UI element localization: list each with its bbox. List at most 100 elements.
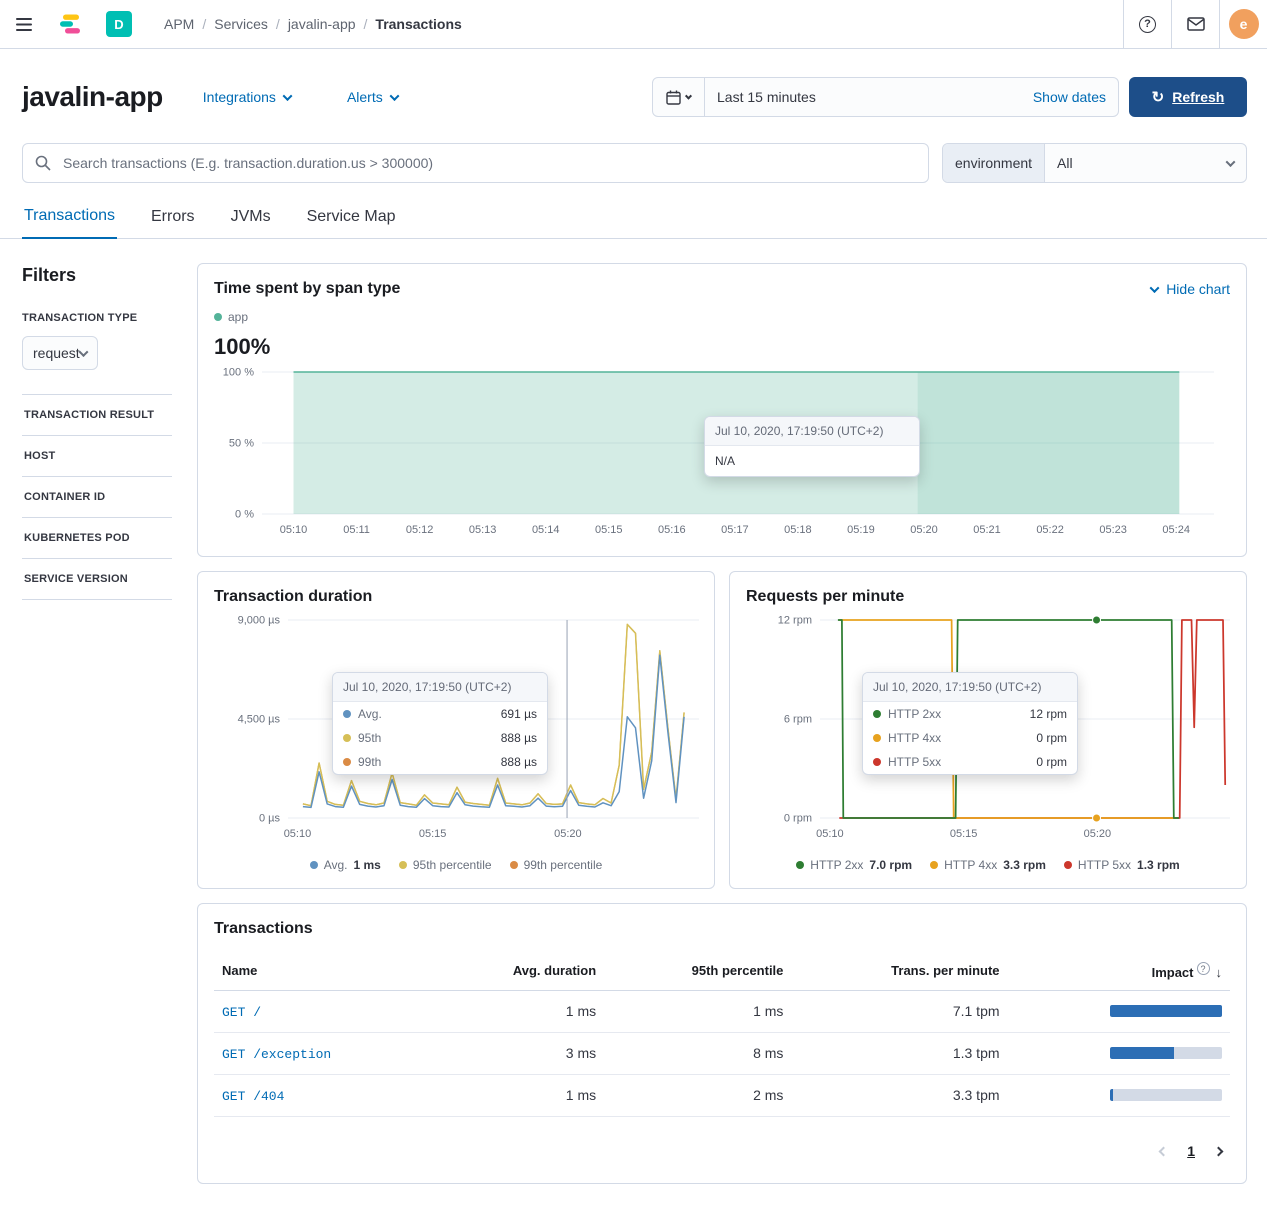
- newsfeed-button[interactable]: [1171, 0, 1219, 48]
- svg-text:05:22: 05:22: [1036, 524, 1064, 536]
- charts-row: Transaction duration 9,000 µs 4,500 µs 0 µ…: [197, 571, 1247, 889]
- tooltip-title: Jul 10, 2020, 17:19:50 (UTC+2): [863, 673, 1077, 702]
- search-transactions-input[interactable]: [22, 143, 929, 183]
- tooltip-dot: [343, 758, 351, 766]
- legend-label: 99th percentile: [523, 858, 603, 872]
- tooltip-value: 0 rpm: [1036, 755, 1067, 769]
- tooltip-label: HTTP 4xx: [888, 731, 942, 745]
- legend-item-95th-percentile[interactable]: 95th percentile: [398, 858, 492, 872]
- help-icon: ?: [1139, 15, 1156, 33]
- svg-text:05:13: 05:13: [469, 524, 497, 536]
- tooltip-dot: [873, 734, 881, 742]
- svg-text:05:11: 05:11: [343, 524, 370, 536]
- time-spent-by-span-type-panel: Time spent by span type Hide chart app 1…: [197, 263, 1247, 557]
- hide-chart-button[interactable]: Hide chart: [1149, 281, 1230, 297]
- impact-bar-fill: [1110, 1089, 1114, 1102]
- elastic-logo[interactable]: [48, 0, 92, 48]
- svg-text:05:24: 05:24: [1162, 524, 1190, 536]
- legend-item-http-5xx[interactable]: HTTP 5xx 1.3 rpm: [1063, 858, 1180, 872]
- legend-label: Avg.: [323, 858, 348, 872]
- legend-dot: [398, 861, 407, 869]
- requests-per-minute-panel: Requests per minute 12 rpm 6 rpm 0 rpm 05:1…: [729, 571, 1247, 889]
- table-row-get: GET /1 ms 1 ms 7.1 tpm: [214, 990, 1230, 1033]
- transaction-link-get-404[interactable]: GET /404: [222, 1088, 285, 1104]
- time-picker: Last 15 minutes Show dates: [652, 77, 1119, 117]
- environment-value: All: [1057, 155, 1073, 171]
- cell-avg-duration: 3 ms: [431, 1032, 605, 1075]
- date-quick-select-button[interactable]: [653, 78, 705, 116]
- alerts-label: Alerts: [346, 89, 383, 105]
- filter-sections: TRANSACTION RESULT HOST CONTAINER ID KUBERN…: [22, 394, 172, 600]
- filter-section-host[interactable]: HOST: [22, 435, 172, 476]
- filter-section-container-id[interactable]: CONTAINER ID: [22, 476, 172, 517]
- legend-value: 1 ms: [353, 858, 381, 872]
- cell-avg-duration: 1 ms: [431, 1074, 605, 1117]
- legend-item-app[interactable]: app: [214, 310, 248, 324]
- legend-item-avg[interactable]: Avg. 1 ms: [309, 858, 381, 872]
- deployment-badge[interactable]: D: [106, 11, 132, 37]
- svg-text:05:10: 05:10: [816, 828, 844, 840]
- tooltip-row: HTTP 4xx 0 rpm: [863, 726, 1077, 750]
- pagination-page-1[interactable]: 1: [1187, 1142, 1195, 1159]
- transaction-link-get[interactable]: GET /: [222, 1004, 262, 1020]
- legend-dot: [509, 861, 518, 869]
- chart-legend: app: [214, 310, 1230, 324]
- column-header-95th-percentile[interactable]: 95th percentile: [604, 952, 792, 991]
- cell-avg-duration: 1 ms: [431, 990, 605, 1033]
- legend-label: HTTP 4xx: [944, 858, 998, 872]
- help-menu-button[interactable]: ?: [1123, 0, 1171, 48]
- legend-value: 3.3 rpm: [1003, 858, 1046, 872]
- tab-transactions[interactable]: Transactions: [22, 207, 117, 239]
- show-dates-button[interactable]: Show dates: [1021, 89, 1118, 105]
- breadcrumb-item-services[interactable]: Services: [214, 16, 268, 32]
- pagination-prev-button[interactable]: [1158, 1143, 1169, 1158]
- filter-section-service-version[interactable]: SERVICE VERSION: [22, 558, 172, 600]
- tab-service-map[interactable]: Service Map: [305, 207, 398, 238]
- pagination-next-button[interactable]: [1213, 1143, 1224, 1158]
- svg-text:05:15: 05:15: [950, 828, 978, 840]
- panel-title: Time spent by span type: [214, 280, 401, 297]
- legend-item-http-2xx[interactable]: HTTP 2xx 7.0 rpm: [796, 858, 912, 872]
- filter-section-kubernetes-pod[interactable]: KUBERNETES POD: [22, 517, 172, 558]
- column-header-name[interactable]: Name: [214, 952, 432, 991]
- tooltip-value: 12 rpm: [1029, 707, 1067, 721]
- legend-dot: [930, 861, 939, 869]
- svg-text:05:15: 05:15: [419, 828, 447, 840]
- search-row: environment All: [0, 117, 1267, 183]
- svg-text:05:20: 05:20: [1084, 828, 1112, 840]
- column-header-trans-per-minute[interactable]: Trans. per minute: [791, 952, 1008, 991]
- filter-section-transaction-result[interactable]: TRANSACTION RESULT: [22, 394, 172, 435]
- menu-hamburger-button[interactable]: [0, 0, 48, 48]
- svg-text:05:10: 05:10: [284, 828, 312, 840]
- legend-item-http-4xx[interactable]: HTTP 4xx 3.3 rpm: [930, 858, 1046, 872]
- legend-label: HTTP 2xx: [810, 858, 864, 872]
- svg-text:05:10: 05:10: [280, 524, 308, 536]
- tooltip-title: Jul 10, 2020, 17:19:50 (UTC+2): [705, 417, 919, 446]
- integrations-menu-button[interactable]: Integrations: [203, 89, 293, 105]
- legend-item-99th-percentile[interactable]: 99th percentile: [509, 858, 603, 872]
- breadcrumb-separator: /: [202, 16, 207, 32]
- impact-info-icon[interactable]: ?: [1196, 962, 1210, 975]
- user-menu-button[interactable]: e: [1219, 0, 1267, 48]
- breadcrumb-item-apm[interactable]: APM: [164, 16, 195, 32]
- tooltip-dot: [343, 734, 351, 742]
- cell-p95: 1 ms: [604, 990, 792, 1033]
- alerts-menu-button[interactable]: Alerts: [346, 89, 400, 105]
- tab-errors[interactable]: Errors: [149, 207, 197, 238]
- breadcrumb-item-javalin-app[interactable]: javalin-app: [287, 16, 356, 32]
- transaction-link-get-exception[interactable]: GET /exception: [222, 1046, 332, 1062]
- table-header-row: Name Avg. duration 95th percentile Trans. p…: [214, 952, 1230, 991]
- cell-tpm: 7.1 tpm: [791, 990, 1008, 1033]
- chart-area: 9,000 µs 4,500 µs 0 µs 05:10 05:15 05:20 Jul …: [214, 610, 699, 844]
- tooltip-value: 0 rpm: [1036, 731, 1067, 745]
- refresh-button[interactable]: ↻ Refresh: [1129, 77, 1247, 117]
- column-header-impact[interactable]: Impact? ↓: [1007, 952, 1230, 991]
- svg-text:6 rpm: 6 rpm: [784, 714, 812, 726]
- transaction-type-select[interactable]: request: [22, 336, 98, 370]
- environment-select[interactable]: All: [1045, 144, 1246, 182]
- transaction-type-value: request: [33, 345, 80, 361]
- tab-jvms[interactable]: JVMs: [229, 207, 273, 238]
- tooltip-row: N/A: [705, 446, 919, 476]
- time-range-value[interactable]: Last 15 minutes: [705, 89, 1021, 105]
- column-header-avg-duration[interactable]: Avg. duration: [431, 952, 605, 991]
